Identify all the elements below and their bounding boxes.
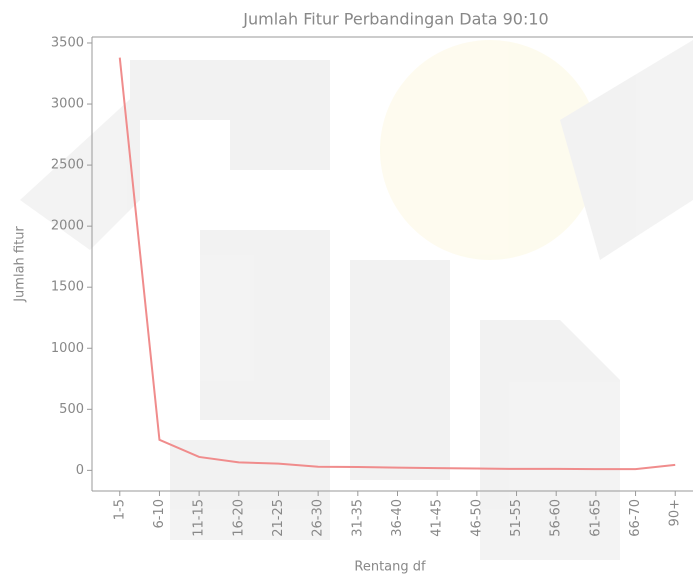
- x-tick-label: 1-5: [112, 499, 127, 520]
- chart: Jumlah Fitur Perbandingan Data 90:10 Ren…: [0, 0, 693, 578]
- x-tick-label: 6-10: [152, 499, 167, 529]
- x-tick-label: 31-35: [350, 499, 365, 537]
- x-tick-label: 66-70: [628, 499, 643, 537]
- y-tick-label: 0: [76, 463, 84, 478]
- y-tick-label: 3000: [51, 97, 84, 112]
- x-tick-label: 90+: [668, 499, 683, 526]
- watermark: [20, 40, 693, 560]
- x-tick-label: 61-65: [588, 499, 603, 537]
- x-tick-label: 16-20: [231, 499, 246, 537]
- y-tick-label: 1500: [51, 280, 84, 295]
- x-tick-label: 36-40: [390, 499, 405, 537]
- x-axis-label: Rentang df: [354, 560, 426, 575]
- x-tick-label: 26-30: [311, 499, 326, 537]
- x-tick-label: 41-45: [430, 499, 445, 537]
- x-tick-label: 21-25: [271, 499, 286, 537]
- y-tick-label: 1000: [51, 341, 84, 356]
- x-tick-label: 56-60: [549, 499, 564, 537]
- x-tick-label: 51-55: [509, 499, 524, 537]
- x-tick-label: 46-50: [469, 499, 484, 537]
- y-tick-label: 2500: [51, 158, 84, 173]
- y-axis-label: Jumlah fitur: [13, 226, 28, 303]
- chart-title: Jumlah Fitur Perbandingan Data 90:10: [242, 10, 548, 29]
- x-tick-label: 11-15: [192, 499, 207, 537]
- y-tick-label: 3500: [51, 35, 84, 50]
- y-tick-label: 2000: [51, 219, 84, 234]
- y-tick-label: 500: [59, 402, 84, 417]
